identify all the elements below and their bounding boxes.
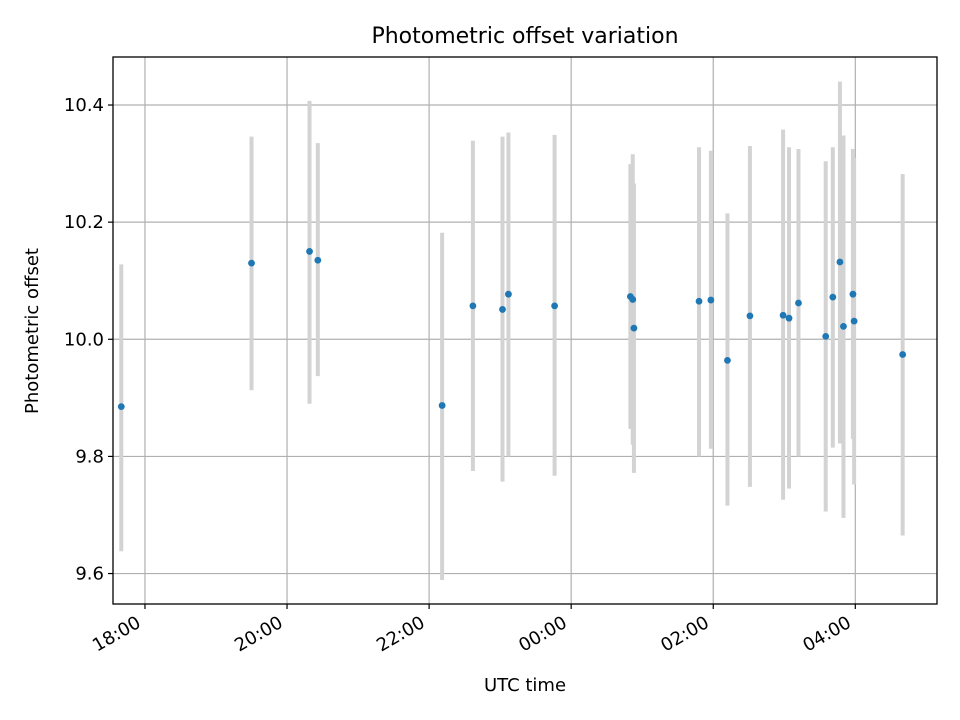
data-point [248,259,255,267]
data-point [630,324,638,332]
plot-frame [112,56,938,605]
data-point [695,297,703,305]
data-point [849,290,857,298]
data-point [724,356,731,364]
data-point [499,306,506,313]
data-point [707,296,715,304]
data-point [505,290,512,298]
data-point [629,296,637,303]
y-tick-label: 10.0 [64,329,104,350]
y-axis-label: Photometric offset [22,248,43,414]
data-point [117,403,125,411]
y-tick-label: 9.6 [75,564,104,585]
data-point [795,299,802,307]
data-point [306,248,313,255]
chart-title: Photometric offset variation [371,24,678,49]
y-tick-label: 10.2 [64,212,104,233]
data-point [822,332,830,340]
data-point [551,302,558,310]
data-points [117,81,907,580]
data-point [829,293,837,301]
y-tick-label: 9.8 [75,446,104,467]
data-point [836,258,844,266]
data-point [469,302,477,310]
data-point [899,351,907,358]
y-tick-label: 10.4 [64,95,104,116]
x-axis-label: UTC time [484,675,566,696]
data-point [779,311,787,319]
data-point [746,312,754,320]
data-point [850,317,858,325]
data-point [840,323,847,330]
data-point [438,402,446,409]
data-point [314,256,322,264]
data-point [785,314,793,322]
